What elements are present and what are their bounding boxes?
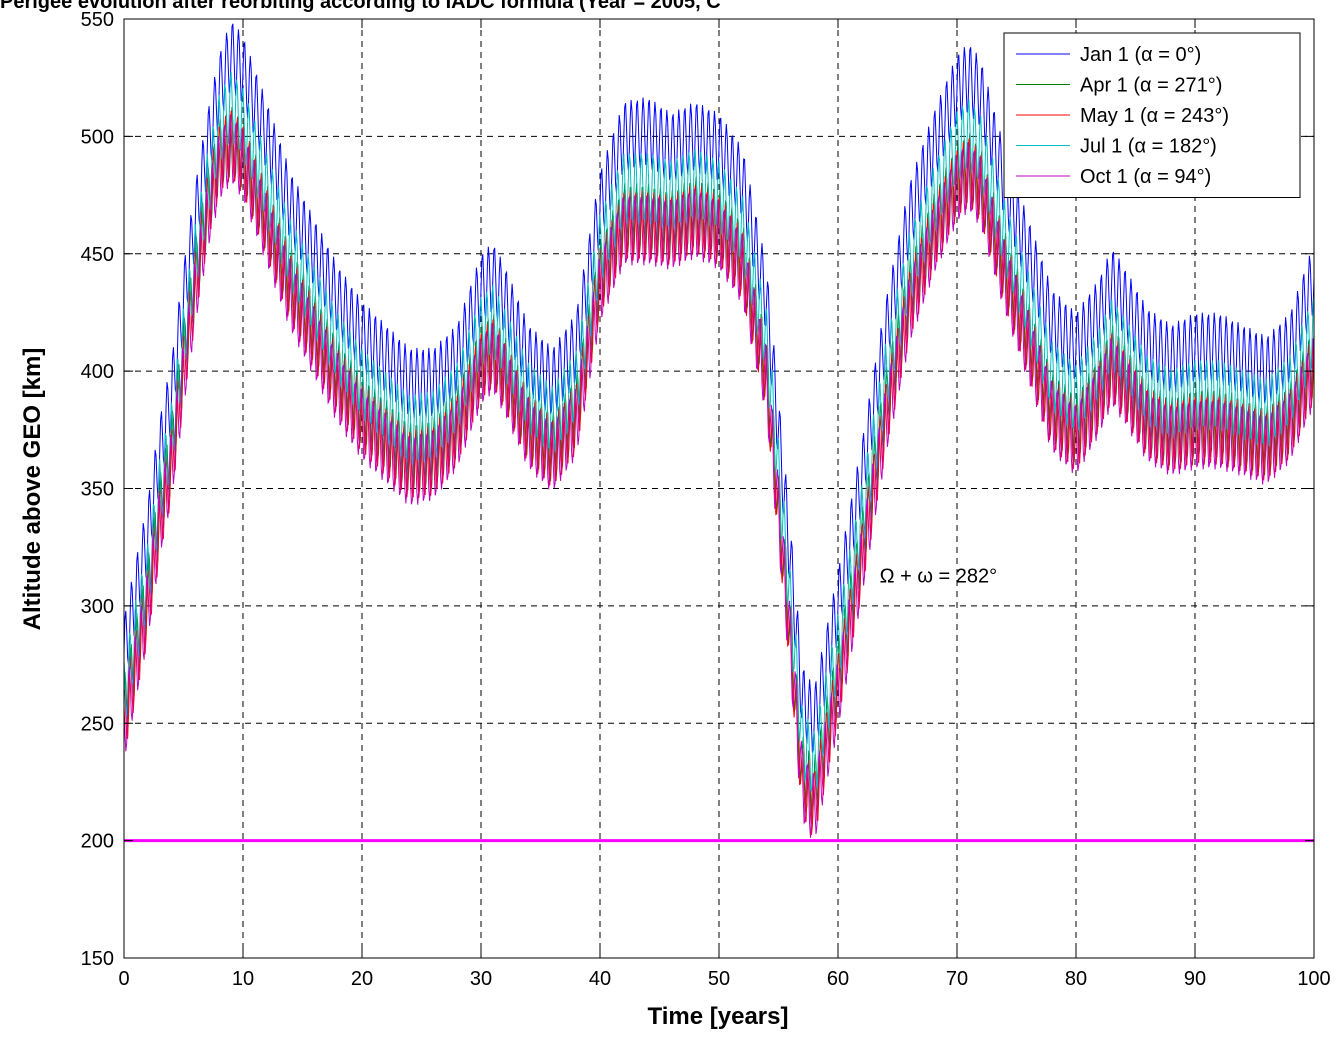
x-tick-label: 30 <box>470 968 492 990</box>
series-lines <box>123 23 1315 838</box>
y-tick-label: 250 <box>81 713 114 735</box>
plot-frame <box>123 18 1315 959</box>
series-line <box>123 110 1315 835</box>
series-line <box>123 23 1315 753</box>
annotation-label: Ω + ω = 282° <box>880 565 998 587</box>
legend-label: Jul 1 (α = 182°) <box>1080 136 1217 158</box>
x-tick-label: 10 <box>232 968 254 990</box>
axes <box>123 18 1315 959</box>
x-tick-label: 0 <box>118 968 129 990</box>
x-tick-label: 50 <box>708 968 730 990</box>
y-tick-label: 450 <box>81 244 114 266</box>
y-tick-label: 350 <box>81 479 114 501</box>
y-tick-label: 200 <box>81 831 114 853</box>
legend-label: May 1 (α = 243°) <box>1080 105 1229 127</box>
y-axis-label: Altitude above GEO [km] <box>19 348 46 631</box>
legend-label: Oct 1 (α = 94°) <box>1080 166 1211 188</box>
y-tick-label: 500 <box>81 126 114 148</box>
x-tick-label: 90 <box>1184 968 1206 990</box>
y-tick-label: 550 <box>81 9 114 31</box>
x-tick-label: 40 <box>589 968 611 990</box>
x-axis-label: Time [years] <box>648 1003 789 1030</box>
x-tick-label: 100 <box>1297 968 1330 990</box>
x-tick-label: 20 <box>351 968 373 990</box>
chart-title: Perigee evolution after reorbiting accor… <box>0 0 721 13</box>
series-line <box>123 71 1315 792</box>
x-tick-label: 70 <box>946 968 968 990</box>
tick-labels: 0 10 20 30 40 50 60 70 80 90 100 150 200 250 300 350 400… <box>81 9 1331 990</box>
series-line <box>123 114 1315 838</box>
y-tick-label: 150 <box>81 948 114 970</box>
legend-label: Jan 1 (α = 0°) <box>1080 44 1201 66</box>
legend-label: Apr 1 (α = 271°) <box>1080 75 1222 97</box>
x-tick-label: 60 <box>827 968 849 990</box>
y-tick-label: 400 <box>81 361 114 383</box>
x-tick-label: 80 <box>1065 968 1087 990</box>
y-tick-label: 300 <box>81 596 114 618</box>
legend: Jan 1 (α = 0°) Apr 1 (α = 271°) May 1 (α =… <box>1003 32 1301 198</box>
